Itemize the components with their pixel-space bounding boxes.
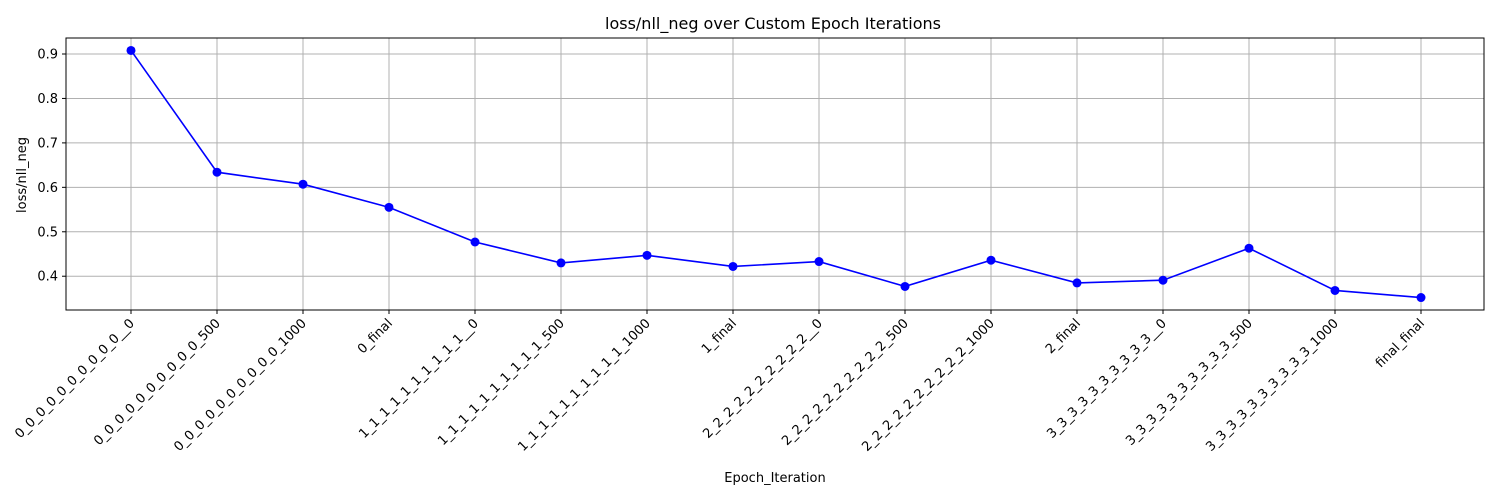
y-tick-label: 0.5	[37, 225, 58, 240]
plot-area-frame	[65, 37, 1485, 311]
data-point	[212, 167, 222, 177]
data-point	[1416, 293, 1426, 303]
data-point	[126, 45, 136, 55]
data-point	[814, 257, 824, 267]
data-point	[556, 258, 566, 268]
x-axis-title: Epoch_Iteration	[724, 471, 825, 486]
data-point	[728, 261, 738, 271]
data-point	[470, 237, 480, 247]
chart-title: loss/nll_neg over Custom Epoch Iteration…	[605, 14, 941, 34]
y-tick-label: 0.6	[37, 181, 58, 196]
data-point	[986, 255, 996, 265]
data-point	[1158, 275, 1168, 285]
data-point	[1244, 243, 1254, 253]
data-point	[1072, 278, 1082, 288]
data-point	[298, 179, 308, 189]
y-axis-title: loss/nll_neg	[15, 137, 30, 213]
y-tick-label: 0.9	[37, 48, 58, 63]
data-series	[126, 45, 1426, 303]
y-tick-label: 0.4	[37, 270, 58, 285]
y-tick-label: 0.8	[37, 92, 58, 107]
data-point	[642, 250, 652, 260]
data-point	[384, 202, 394, 212]
data-point	[1330, 285, 1340, 295]
data-point	[900, 281, 910, 291]
series-line	[130, 49, 1422, 299]
y-tick-label: 0.7	[37, 136, 58, 151]
